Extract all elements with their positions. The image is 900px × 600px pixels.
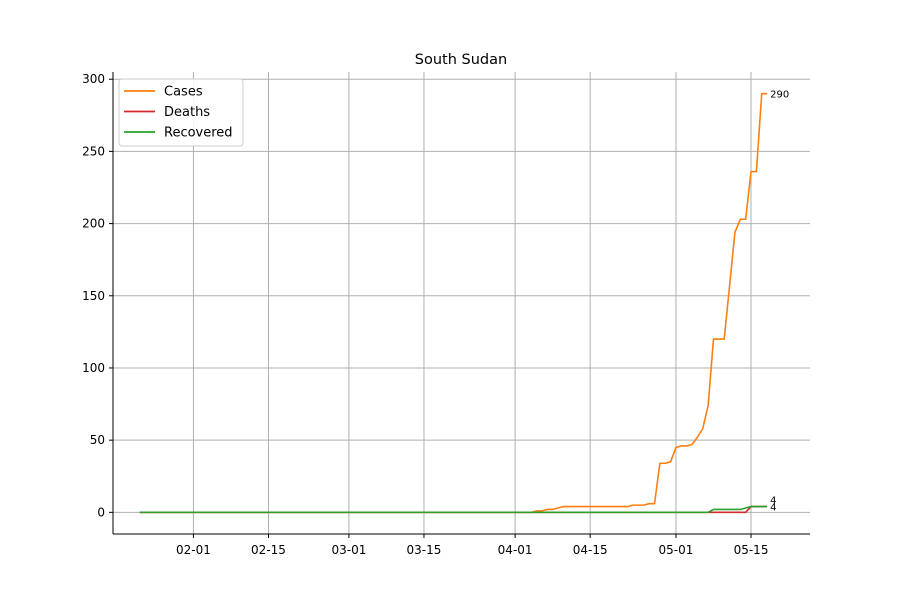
x-tick-label: 04-01 (498, 543, 533, 557)
series-line-cases (139, 92, 768, 514)
y-tick-label: 0 (97, 505, 105, 519)
axes: 02-01 02-15 03-01 03-15 04-01 04-15 05-01 05-15… (82, 72, 810, 557)
legend-label-recovered: Recovered (164, 126, 233, 141)
y-tick-label: 200 (82, 217, 105, 231)
y-tick-label: 100 (82, 361, 105, 375)
x-tick-label: 02-15 (251, 543, 286, 557)
grid (113, 72, 810, 534)
y-tick-label: 250 (82, 144, 105, 158)
y-tick-label: 50 (90, 433, 105, 447)
chart-title: South Sudan (415, 52, 507, 68)
end-labels: 290 44 (770, 90, 789, 514)
series-line-deaths (139, 505, 768, 514)
legend-box (118, 78, 244, 147)
series-line-recovered (139, 505, 768, 514)
y-tick-label: 150 (82, 289, 105, 303)
x-tick-label: 05-15 (734, 543, 769, 557)
y-tick-label: 300 (82, 72, 105, 86)
end-label-recovered: 4 (770, 503, 776, 514)
series-lines (139, 92, 768, 514)
x-tick-label: 02-01 (176, 543, 211, 557)
x-tick-label: 03-01 (331, 543, 366, 557)
legend-label-deaths: Deaths (164, 105, 210, 120)
x-tick-label: 03-15 (407, 543, 442, 557)
x-tick-label: 05-01 (659, 543, 694, 557)
end-label-cases: 290 (770, 90, 789, 101)
legend: Cases Deaths Recovered (118, 78, 244, 147)
x-tick-label: 04-15 (573, 543, 608, 557)
end-label-deaths: 4 (770, 496, 776, 507)
legend-label-cases: Cases (164, 85, 203, 100)
